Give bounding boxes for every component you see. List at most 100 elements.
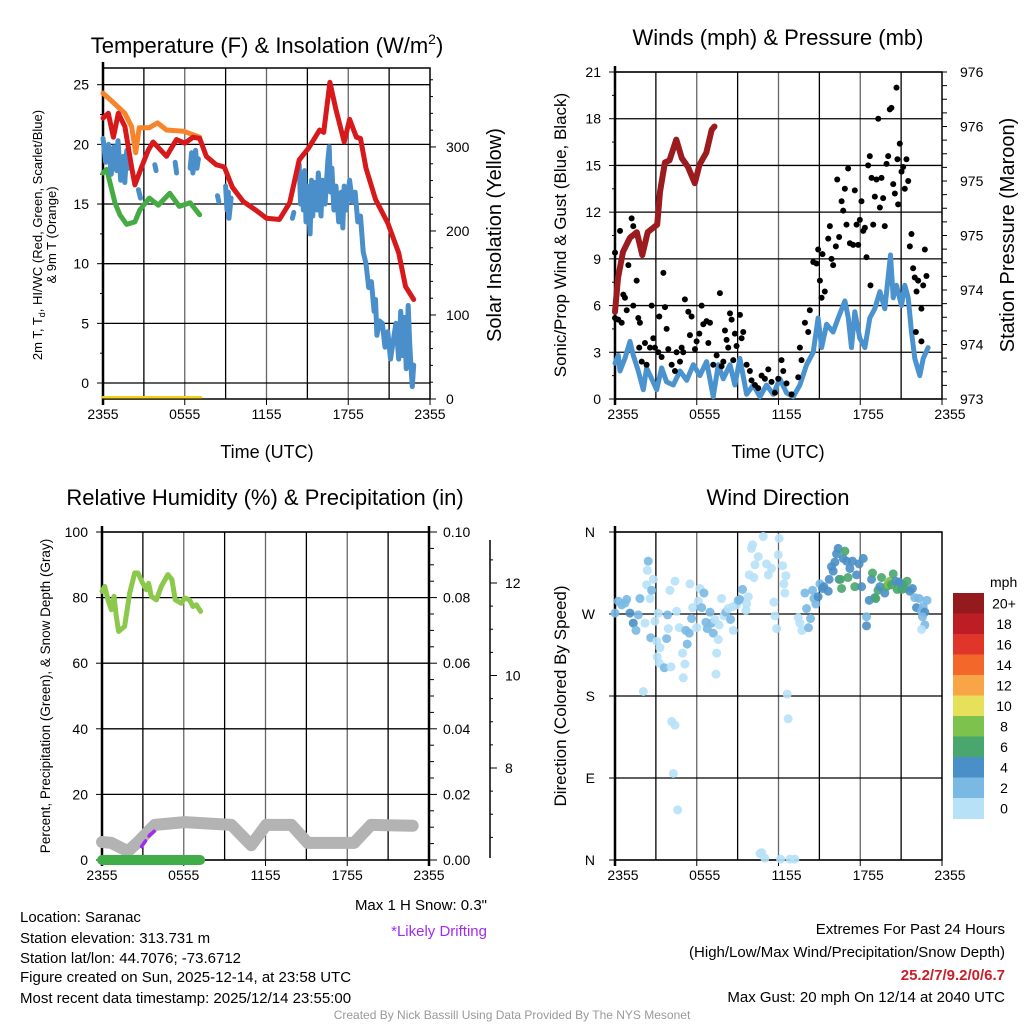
gust-point <box>853 221 860 228</box>
credit-text: Created By Nick Bassill Using Data Provi… <box>334 1008 691 1022</box>
direction-point <box>708 628 718 638</box>
direction-point <box>638 686 648 696</box>
gust-point <box>805 329 812 336</box>
direction-point <box>728 625 738 635</box>
gust-point <box>841 185 848 192</box>
direction-point <box>843 573 853 583</box>
gust-point <box>686 332 693 339</box>
direction-point <box>673 805 683 815</box>
direction-point <box>858 553 868 563</box>
colorbar-bin <box>953 757 984 778</box>
gust-point <box>723 336 730 343</box>
gust-point <box>658 353 665 360</box>
gust-point <box>623 307 630 314</box>
y-tick-label: 0 <box>80 852 88 868</box>
y2-tick-label: 300 <box>446 139 470 155</box>
colorbar-bin <box>953 593 984 614</box>
direction-point <box>666 662 676 672</box>
gust-point <box>901 185 908 192</box>
y2-tick-label: 975 <box>960 228 984 244</box>
gust-point <box>660 269 667 276</box>
direction-point <box>685 579 695 589</box>
direction-point <box>781 571 791 581</box>
colorbar-bin <box>953 675 984 696</box>
direction-point <box>749 573 759 583</box>
direction-point <box>862 612 872 622</box>
gust-point <box>906 243 913 250</box>
direction-point <box>778 561 788 571</box>
direction-point <box>688 603 698 613</box>
gust-point <box>643 361 650 368</box>
direction-point <box>773 550 783 560</box>
snow-tick-label: 8 <box>505 760 513 776</box>
direction-point <box>877 573 887 583</box>
y-tick-label: 12 <box>585 204 601 220</box>
gust-point <box>618 319 625 326</box>
direction-point <box>684 628 694 638</box>
direction-point <box>871 594 881 604</box>
gust-point <box>915 277 922 284</box>
gust-point <box>895 201 902 208</box>
gust-point <box>696 330 703 337</box>
direction-point <box>697 603 707 613</box>
direction-point <box>648 574 658 584</box>
max-gust-text: Max Gust: 20 mph On 12/14 at 2040 UTC <box>727 989 1005 1006</box>
gust-point <box>830 262 837 269</box>
gust-point <box>630 302 637 309</box>
gust-point <box>761 375 768 382</box>
x-tick-label: 2355 <box>934 867 965 883</box>
direction-point <box>802 604 812 614</box>
y-tick-label: 18 <box>585 111 601 127</box>
gust-point <box>755 385 762 392</box>
y-tick-label: 25 <box>73 77 89 93</box>
y-tick-label: 21 <box>585 64 601 80</box>
y-tick-label: 20 <box>73 136 89 152</box>
direction-point <box>767 563 777 573</box>
pressure-y-axis-label: Station Pressure (Maroon) <box>997 118 1019 353</box>
direction-point <box>795 618 805 628</box>
colorbar-label: 16 <box>996 636 1012 652</box>
gust-point <box>888 104 895 111</box>
series-hi-wc <box>172 159 180 176</box>
direction-point <box>753 552 763 562</box>
gust-point <box>883 160 890 167</box>
gust-point <box>691 346 698 353</box>
direction-point <box>643 556 653 566</box>
y-tick-label: 0 <box>81 375 89 391</box>
direction-point <box>653 608 663 618</box>
gust-point <box>840 207 847 214</box>
series-2m-t <box>100 79 417 302</box>
direction-point <box>670 576 680 586</box>
gust-point <box>718 363 725 370</box>
gust-point <box>910 265 917 272</box>
gridlines <box>102 531 429 861</box>
direction-point <box>682 639 692 649</box>
direction-point <box>672 606 682 616</box>
direction-point <box>862 621 872 631</box>
gust-point <box>612 249 618 256</box>
gust-point <box>668 361 675 368</box>
direction-point <box>782 689 792 699</box>
direction-point <box>655 643 665 653</box>
gust-point <box>912 329 919 336</box>
gust-point <box>885 153 892 160</box>
gust-point <box>746 367 753 374</box>
gust-point <box>923 272 930 279</box>
y-tick-label: 5 <box>81 315 89 331</box>
series-hi-wc <box>215 193 222 205</box>
direction-point <box>645 594 655 604</box>
direction-point <box>663 624 673 634</box>
gust-point <box>876 204 883 211</box>
direction-point <box>779 579 789 589</box>
y-tick-label: 15 <box>73 196 89 212</box>
x-tick-label: 1755 <box>333 406 364 422</box>
gust-point <box>731 330 738 337</box>
colorbar-bin <box>953 777 984 799</box>
colorbar-label: 18 <box>996 616 1012 632</box>
series-pressure <box>612 123 718 315</box>
gust-point <box>775 375 782 382</box>
gust-point <box>628 215 635 222</box>
gust-point <box>768 378 775 385</box>
gust-point <box>893 84 900 91</box>
